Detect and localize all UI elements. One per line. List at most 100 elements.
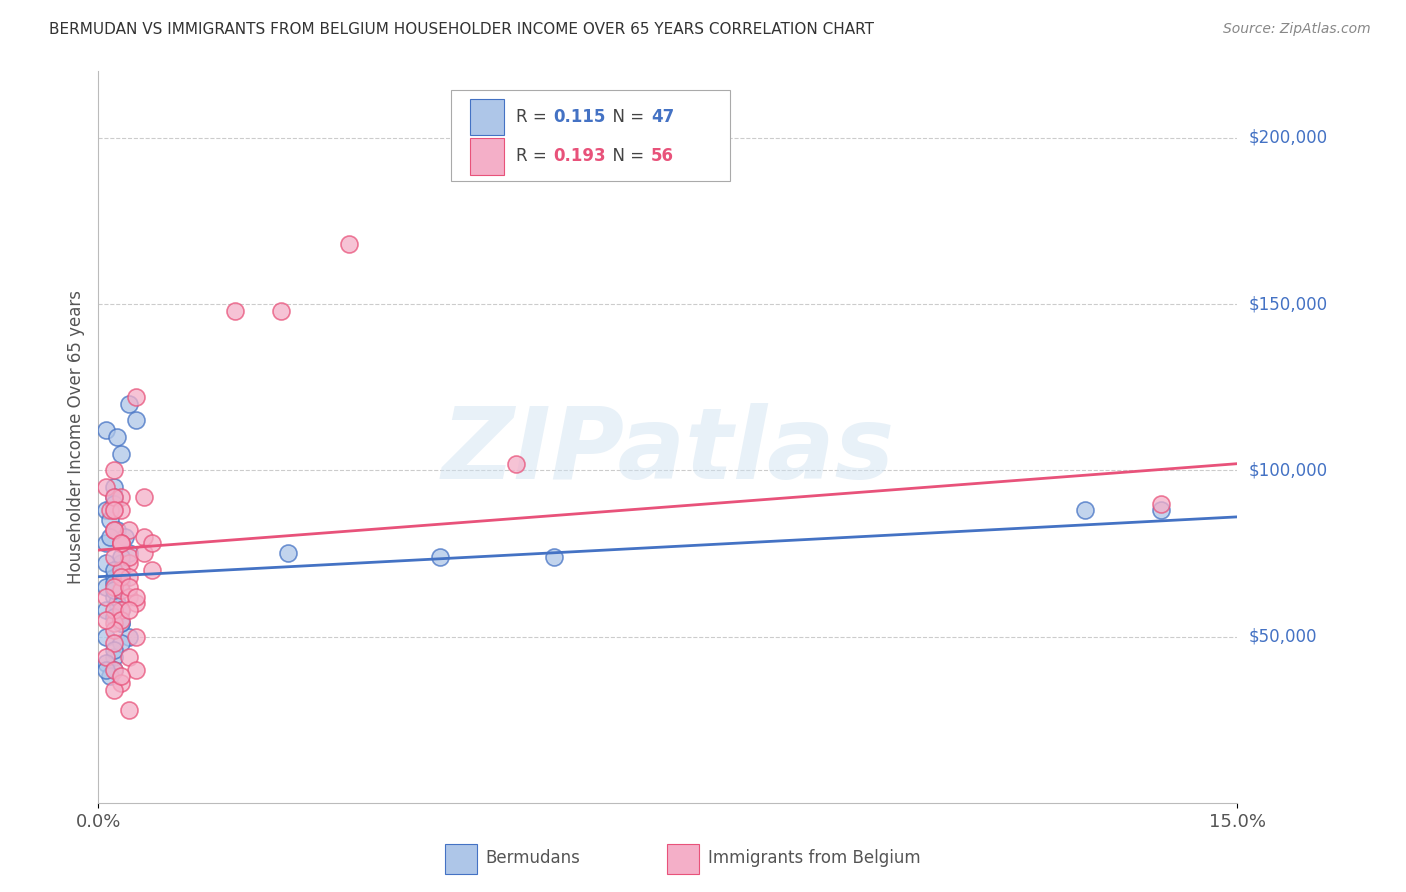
- Point: [103, 563, 125, 577]
- Text: 56: 56: [651, 147, 673, 165]
- Point: [110, 582, 132, 597]
- Point: [118, 546, 141, 560]
- Point: [118, 590, 141, 604]
- Point: [98, 503, 121, 517]
- Point: [110, 490, 132, 504]
- Point: [110, 563, 132, 577]
- Point: [505, 457, 527, 471]
- Point: [337, 237, 360, 252]
- Point: [141, 563, 163, 577]
- Point: [110, 576, 132, 591]
- Text: BERMUDAN VS IMMIGRANTS FROM BELGIUM HOUSEHOLDER INCOME OVER 65 YEARS CORRELATION: BERMUDAN VS IMMIGRANTS FROM BELGIUM HOUS…: [49, 22, 875, 37]
- Point: [125, 630, 148, 644]
- Text: Source: ZipAtlas.com: Source: ZipAtlas.com: [1223, 22, 1371, 37]
- Text: 47: 47: [651, 108, 673, 126]
- Point: [94, 590, 117, 604]
- Point: [103, 682, 125, 697]
- Point: [1150, 497, 1173, 511]
- Point: [94, 613, 117, 627]
- Point: [110, 570, 132, 584]
- Point: [118, 557, 141, 571]
- Point: [118, 397, 141, 411]
- Point: [94, 480, 117, 494]
- Point: [118, 549, 141, 564]
- Point: [141, 536, 163, 550]
- Point: [110, 616, 132, 631]
- Point: [277, 546, 299, 560]
- Point: [98, 513, 121, 527]
- Point: [118, 570, 141, 584]
- Y-axis label: Householder Income Over 65 years: Householder Income Over 65 years: [66, 290, 84, 584]
- Point: [110, 669, 132, 683]
- Point: [103, 523, 125, 537]
- Text: Immigrants from Belgium: Immigrants from Belgium: [707, 848, 921, 867]
- Point: [1150, 503, 1173, 517]
- Point: [103, 576, 125, 591]
- Point: [125, 596, 148, 610]
- Point: [125, 413, 148, 427]
- Point: [110, 676, 132, 690]
- Point: [125, 390, 148, 404]
- Point: [103, 570, 125, 584]
- Point: [103, 649, 125, 664]
- Point: [103, 616, 125, 631]
- FancyBboxPatch shape: [470, 138, 503, 175]
- Point: [110, 536, 132, 550]
- Point: [110, 447, 132, 461]
- Point: [118, 603, 141, 617]
- Point: [94, 424, 117, 438]
- Text: 0.115: 0.115: [553, 108, 605, 126]
- Point: [118, 523, 141, 537]
- Point: [94, 630, 117, 644]
- Text: $100,000: $100,000: [1249, 461, 1327, 479]
- Point: [103, 497, 125, 511]
- Point: [98, 669, 121, 683]
- Text: $200,000: $200,000: [1249, 128, 1327, 147]
- Point: [103, 580, 125, 594]
- Point: [103, 503, 125, 517]
- Point: [110, 503, 132, 517]
- Text: ZIPatlas: ZIPatlas: [441, 403, 894, 500]
- Text: N =: N =: [602, 108, 650, 126]
- Text: 0.193: 0.193: [553, 147, 606, 165]
- Point: [110, 636, 132, 650]
- Point: [94, 557, 117, 571]
- Text: $50,000: $50,000: [1249, 628, 1317, 646]
- Point: [110, 613, 132, 627]
- Point: [107, 596, 129, 610]
- Point: [110, 536, 132, 550]
- Point: [103, 609, 125, 624]
- Point: [110, 563, 132, 577]
- Point: [1074, 503, 1097, 517]
- Point: [103, 480, 125, 494]
- FancyBboxPatch shape: [470, 99, 503, 136]
- Point: [103, 549, 125, 564]
- Point: [103, 490, 125, 504]
- Point: [103, 603, 125, 617]
- Text: Bermudans: Bermudans: [485, 848, 581, 867]
- Point: [107, 570, 129, 584]
- Point: [103, 663, 125, 677]
- Point: [132, 546, 155, 560]
- Point: [107, 430, 129, 444]
- Point: [94, 663, 117, 677]
- FancyBboxPatch shape: [444, 844, 477, 874]
- Point: [103, 463, 125, 477]
- Point: [94, 580, 117, 594]
- Text: $150,000: $150,000: [1249, 295, 1327, 313]
- Point: [94, 503, 117, 517]
- Point: [103, 663, 125, 677]
- Point: [107, 523, 129, 537]
- Point: [94, 656, 117, 670]
- Point: [125, 663, 148, 677]
- Point: [110, 616, 132, 631]
- Point: [118, 580, 141, 594]
- Point: [103, 636, 125, 650]
- Point: [125, 590, 148, 604]
- Point: [94, 649, 117, 664]
- Point: [543, 549, 565, 564]
- Point: [429, 549, 451, 564]
- Point: [103, 643, 125, 657]
- Text: N =: N =: [602, 147, 650, 165]
- Point: [103, 623, 125, 637]
